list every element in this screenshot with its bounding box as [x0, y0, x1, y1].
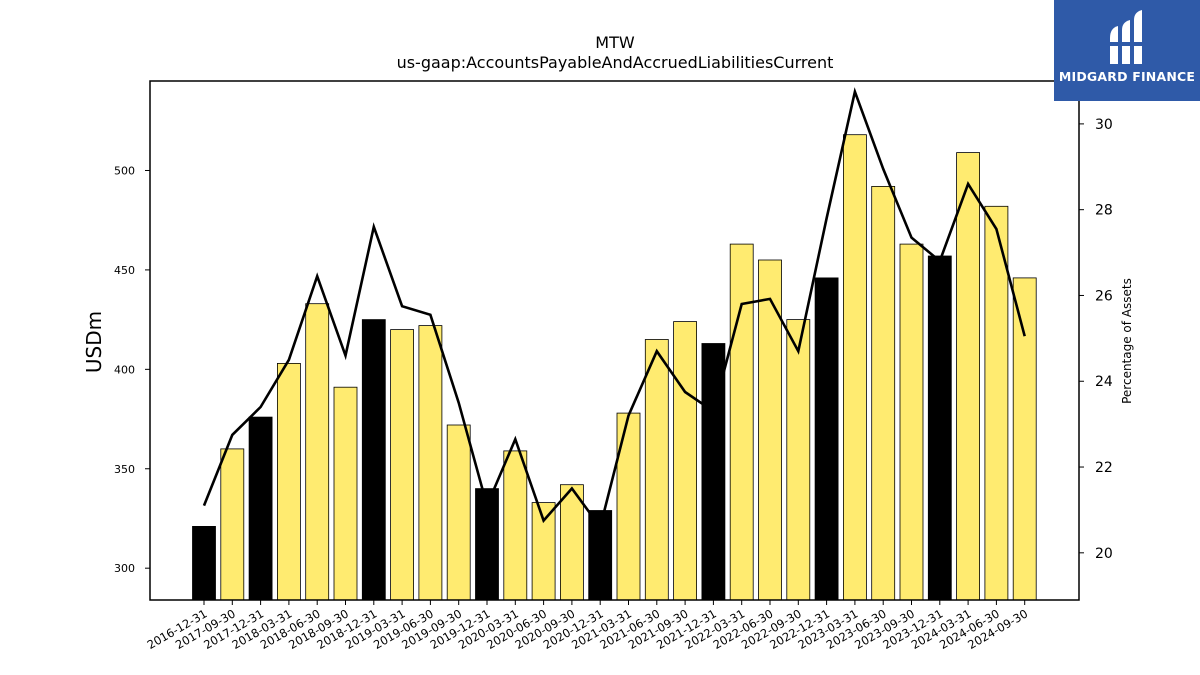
midgard-logo-icon: [1108, 10, 1146, 64]
bar-2022-09-30: [786, 319, 811, 601]
bar-2022-12-31: [814, 277, 839, 601]
y2-tick-label: 22: [1095, 460, 1113, 476]
y2-tick-label: 28: [1095, 203, 1113, 219]
y2-tick-label: 24: [1095, 374, 1113, 390]
bar-2024-09-30: [1012, 277, 1037, 601]
bar-2018-03-31: [276, 362, 301, 601]
y-axis-left: 300 350 400 450 500: [114, 164, 150, 575]
bar-2023-06-30: [871, 185, 896, 601]
bar-2018-09-30: [333, 386, 358, 601]
y-axis-label: USDm: [82, 311, 106, 373]
bar-2017-12-31: [248, 416, 273, 601]
y-tick-label: 500: [114, 164, 135, 177]
bar-2023-03-31: [843, 134, 867, 601]
bar-2017-09-30: [220, 448, 245, 601]
bar-2023-09-30: [899, 243, 924, 601]
bar-2019-03-31: [390, 329, 415, 601]
percentage-line: [202, 87, 1026, 531]
bar-2022-03-31: [729, 243, 754, 601]
y-axis-right: 20 22 24 26 28 30: [1079, 117, 1113, 562]
bar-2022-06-30: [758, 259, 782, 601]
bars: [192, 134, 1037, 601]
y2-axis-label: Percentage of Assets: [1120, 278, 1134, 404]
y-tick-label: 400: [114, 363, 135, 376]
y2-tick-label: 20: [1095, 546, 1113, 562]
y2-tick-label: 26: [1095, 288, 1113, 304]
bar-2020-09-30: [560, 484, 584, 601]
bar-2021-06-30: [644, 339, 669, 601]
bar-2023-12-31: [927, 255, 952, 601]
percentage-line-path: [202, 87, 1026, 531]
bar-2016-12-31: [192, 526, 216, 601]
plot-frame: [149, 80, 1080, 601]
bar-2024-03-31: [956, 152, 980, 601]
y2-tick-label: 30: [1095, 117, 1113, 133]
bar-2020-03-31: [503, 450, 528, 601]
logo-text: MIDGARD FINANCE: [1058, 69, 1196, 84]
bar-2021-03-31: [616, 412, 641, 601]
y-tick-label: 450: [114, 264, 135, 277]
bar-2021-09-30: [673, 321, 697, 601]
y-tick-label: 300: [114, 562, 135, 575]
bar-2018-12-31: [361, 319, 386, 601]
bar-2019-09-30: [446, 424, 471, 601]
x-axis: 2016-12-312017-09-302017-12-312018-03-31…: [145, 600, 1030, 652]
bar-2018-06-30: [305, 303, 330, 601]
bar-2019-06-30: [418, 325, 443, 601]
bar-2024-06-30: [984, 205, 1009, 601]
chart-title: MTW: [595, 33, 635, 52]
midgard-finance-logo: MIDGARD FINANCE: [1054, 0, 1200, 101]
chart-subtitle: us-gaap:AccountsPayableAndAccruedLiabili…: [397, 53, 834, 72]
y-tick-label: 350: [114, 463, 135, 476]
